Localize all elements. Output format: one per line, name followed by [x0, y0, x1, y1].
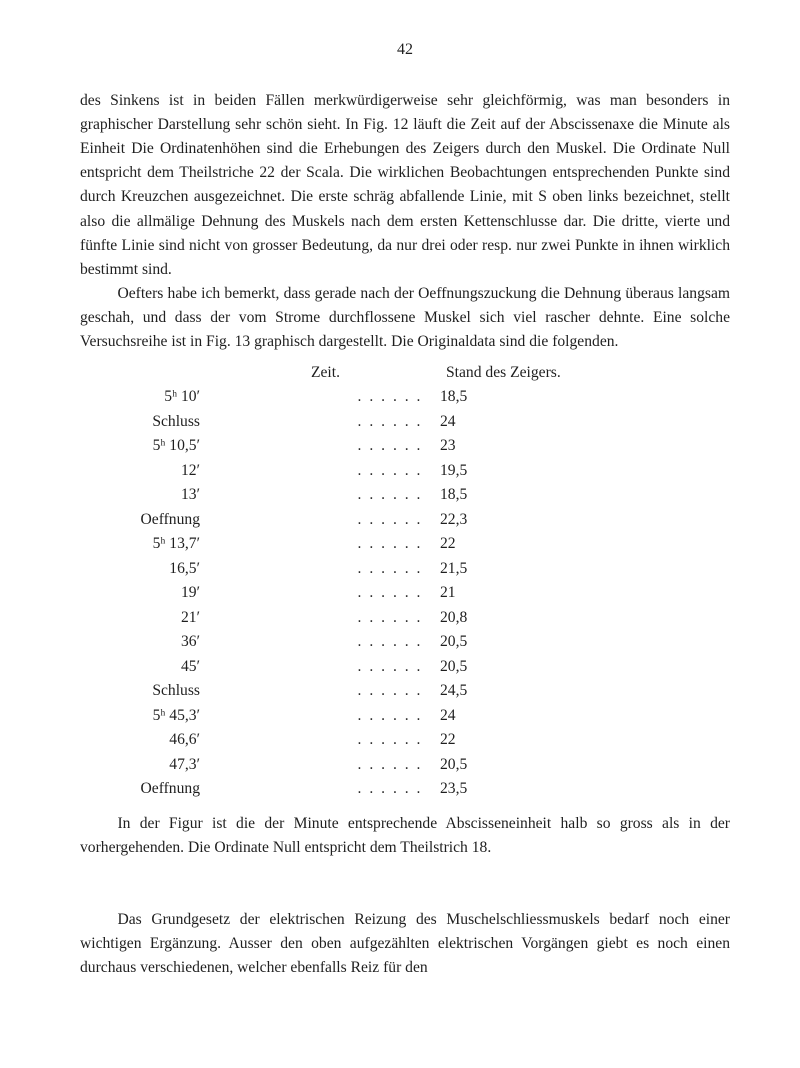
row-dots: . . . . . . [340, 459, 440, 483]
row-value: 24 [440, 410, 500, 434]
row-dots: . . . . . . [340, 557, 440, 581]
row-label: 36′ [80, 630, 206, 654]
row-label: 45′ [80, 655, 206, 679]
row-dots: . . . . . . [340, 410, 440, 434]
row-value: 23,5 [440, 777, 500, 801]
row-dots: . . . . . . [340, 581, 440, 605]
table-rows: 5ʰ 10′. . . . . .18,5Schluss. . . . . .2… [80, 385, 730, 802]
row-value: 20,5 [440, 630, 500, 654]
row-value: 18,5 [440, 385, 500, 409]
paragraph-2: Oefters habe ich bemerkt, dass gerade na… [80, 282, 730, 354]
row-dots: . . . . . . [340, 655, 440, 679]
row-label: 13′ [80, 483, 206, 507]
row-dots: . . . . . . [340, 679, 440, 703]
row-dots: . . . . . . [340, 704, 440, 728]
row-value: 20,5 [440, 655, 500, 679]
row-dots: . . . . . . [340, 630, 440, 654]
table-row: 5ʰ 10′ . . . . . .18,5 [80, 385, 730, 410]
table-row: Oeffnung . . . . . .22,3 [80, 508, 730, 533]
row-label: Oeffnung [80, 777, 206, 801]
row-value: 20,5 [440, 753, 500, 777]
row-label: 5ʰ 10′ [80, 385, 206, 409]
row-dots: . . . . . . [340, 532, 440, 556]
row-dots: . . . . . . [340, 434, 440, 458]
table-header: Zeit. Stand des Zeigers. [80, 361, 730, 386]
row-label: 19′ [80, 581, 206, 605]
row-label: 5ʰ 45,3′ [80, 704, 206, 728]
table-row: 45′ . . . . . .20,5 [80, 655, 730, 680]
row-label: 47,3′ [80, 753, 206, 777]
table-row: 16,5′ . . . . . .21,5 [80, 557, 730, 582]
row-value: 22 [440, 532, 500, 556]
table-row: 46,6′ . . . . . .22 [80, 728, 730, 753]
page-number: 42 [80, 38, 730, 63]
row-label: 21′ [80, 606, 206, 630]
row-label: 46,6′ [80, 728, 206, 752]
row-label: Schluss [80, 410, 206, 434]
row-value: 22,3 [440, 508, 500, 532]
page: 42 des Sinkens ist in beiden Fällen merk… [0, 0, 800, 1068]
data-table: Zeit. Stand des Zeigers. 5ʰ 10′ . . . . .… [80, 361, 730, 802]
table-row: 12′ . . . . . .19,5 [80, 459, 730, 484]
row-label: 16,5′ [80, 557, 206, 581]
paragraph-3: In der Figur ist die der Minute entsprec… [80, 812, 730, 860]
row-label: 12′ [80, 459, 206, 483]
section-spacer [80, 860, 730, 888]
table-row: 21′ . . . . . .20,8 [80, 606, 730, 631]
table-header-right: Stand des Zeigers. [446, 361, 561, 385]
row-dots: . . . . . . [340, 753, 440, 777]
row-value: 20,8 [440, 606, 500, 630]
row-dots: . . . . . . [340, 606, 440, 630]
table-row: 36′ . . . . . .20,5 [80, 630, 730, 655]
paragraph-1: des Sinkens ist in beiden Fällen merkwür… [80, 89, 730, 282]
row-value: 19,5 [440, 459, 500, 483]
table-row: 13′ . . . . . .18,5 [80, 483, 730, 508]
row-dots: . . . . . . [340, 385, 440, 409]
table-row: Oeffnung . . . . . .23,5 [80, 777, 730, 802]
row-value: 22 [440, 728, 500, 752]
table-row: 19′ . . . . . .21 [80, 581, 730, 606]
table-row: 5ʰ 13,7′ . . . . . .22 [80, 532, 730, 557]
paragraph-4: Das Grundgesetz der elektrischen Reizung… [80, 908, 730, 980]
table-row: Schluss . . . . . .24,5 [80, 679, 730, 704]
row-value: 21 [440, 581, 500, 605]
row-label: Oeffnung [80, 508, 206, 532]
row-value: 23 [440, 434, 500, 458]
row-dots: . . . . . . [340, 483, 440, 507]
row-value: 21,5 [440, 557, 500, 581]
row-value: 24,5 [440, 679, 500, 703]
table-row: Schluss . . . . . .24 [80, 410, 730, 435]
row-value: 24 [440, 704, 500, 728]
row-label: 5ʰ 10,5′ [80, 434, 206, 458]
table-header-left: Zeit. [311, 364, 340, 381]
row-dots: . . . . . . [340, 728, 440, 752]
row-dots: . . . . . . [340, 777, 440, 801]
table-row: 5ʰ 45,3′ . . . . . .24 [80, 704, 730, 729]
table-row: 47,3′ . . . . . .20,5 [80, 753, 730, 778]
row-label: Schluss [80, 679, 206, 703]
row-value: 18,5 [440, 483, 500, 507]
row-dots: . . . . . . [340, 508, 440, 532]
row-label: 5ʰ 13,7′ [80, 532, 206, 556]
table-row: 5ʰ 10,5′ . . . . . .23 [80, 434, 730, 459]
